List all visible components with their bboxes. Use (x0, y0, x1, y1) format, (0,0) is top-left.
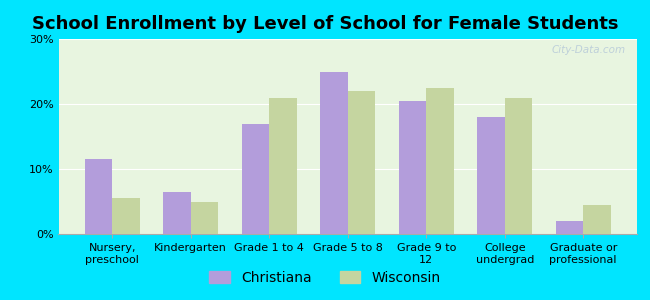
Bar (84, 159, 112, 234)
Text: School Enrollment by Level of School for Female Students: School Enrollment by Level of School for… (32, 15, 618, 33)
Bar (190, 202, 218, 234)
Bar (556, 221, 583, 234)
Bar (583, 205, 611, 234)
Bar (505, 98, 532, 234)
Bar (426, 88, 454, 234)
Bar (163, 192, 190, 234)
Bar (477, 117, 505, 234)
Bar (242, 124, 269, 234)
Bar (348, 91, 375, 234)
Bar (320, 71, 348, 234)
Bar (398, 101, 426, 234)
Bar (269, 98, 297, 234)
Bar (112, 198, 140, 234)
Text: City-Data.com: City-Data.com (551, 45, 625, 55)
Legend: Christiana, Wisconsin: Christiana, Wisconsin (203, 265, 447, 290)
